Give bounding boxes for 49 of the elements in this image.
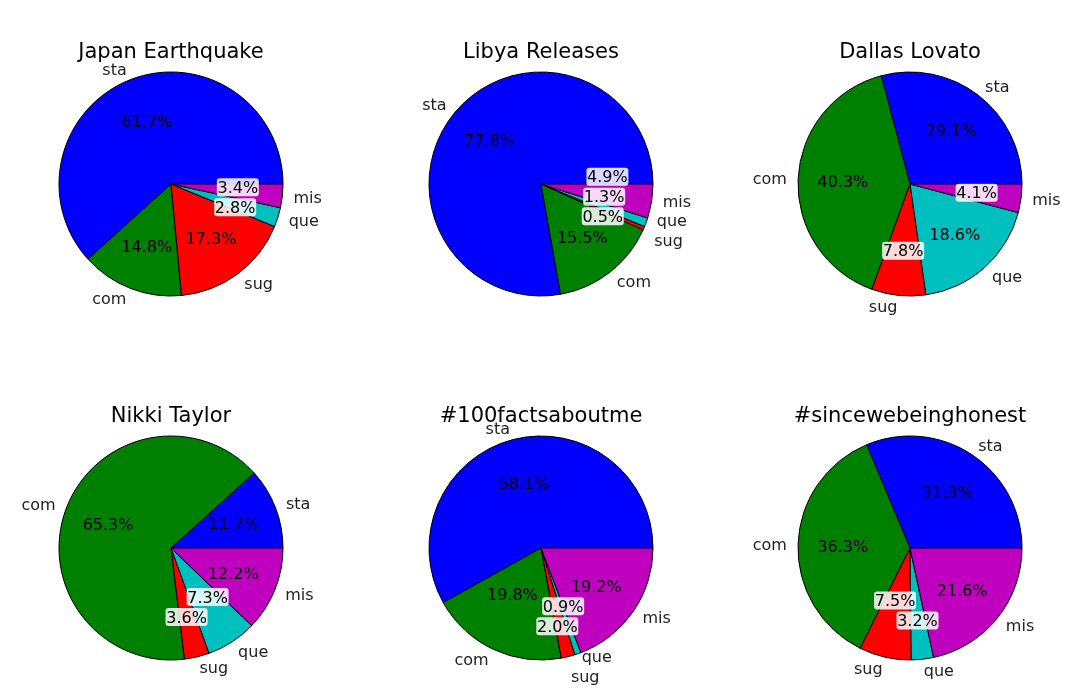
- data-label: 19.2%: [570, 576, 622, 596]
- data-label: 11.7%: [208, 514, 260, 534]
- slice-label: que: [991, 266, 1023, 286]
- chart-title: Dallas Lovato: [839, 39, 981, 63]
- slice-label: que: [581, 646, 612, 666]
- slice-label: que: [656, 210, 687, 230]
- data-label: 14.8%: [121, 237, 173, 257]
- slice-label: com: [752, 534, 787, 554]
- slice-label: sug: [868, 297, 898, 317]
- slice-label: mis: [1032, 190, 1061, 210]
- data-label: 58.1%: [498, 473, 550, 493]
- slice-label: sta: [985, 76, 1010, 96]
- data-label: 15.5%: [556, 227, 608, 247]
- slice-label: sug: [199, 658, 229, 678]
- data-label: 19.8%: [486, 585, 538, 605]
- slice-label: com: [752, 169, 787, 189]
- slice-label: sta: [285, 494, 311, 514]
- slice-label: que: [288, 211, 319, 231]
- slice-label: com: [92, 289, 127, 309]
- slice-label: sug: [853, 658, 883, 678]
- slice-label: mis: [285, 584, 314, 604]
- data-label: 17.3%: [185, 228, 237, 248]
- data-label: 21.6%: [936, 580, 988, 600]
- data-label: 40.3%: [817, 171, 869, 191]
- slice-label: com: [616, 271, 651, 291]
- slice-label: sug: [244, 273, 273, 293]
- chart-title: Libya Releases: [463, 39, 619, 63]
- data-label: 31.3%: [921, 482, 973, 502]
- slice-label: sug: [570, 666, 600, 686]
- slice-label: que: [923, 661, 954, 681]
- slice-label: mis: [642, 608, 671, 628]
- data-label: 29.1%: [925, 121, 977, 141]
- data-label: 65.3%: [82, 515, 134, 535]
- slice-label: mis: [662, 191, 692, 211]
- data-label: 12.2%: [207, 563, 259, 583]
- slice-label: com: [454, 650, 489, 670]
- data-label: 77.8%: [464, 131, 515, 151]
- slice-label: sta: [422, 95, 447, 115]
- data-label: 18.6%: [929, 224, 981, 244]
- chart-title: Nikki Taylor: [110, 403, 232, 427]
- data-label: 61.7%: [121, 111, 173, 131]
- slice-label: que: [238, 641, 269, 661]
- data-label: 36.3%: [817, 536, 869, 556]
- slice-label: mis: [1005, 616, 1035, 635]
- chart-title: #sincewebeinghonest: [793, 403, 1027, 427]
- slice-label: sta: [978, 435, 1003, 455]
- slice-label: sug: [654, 230, 683, 250]
- slice-label: com: [21, 495, 56, 515]
- slice-label: mis: [293, 187, 322, 207]
